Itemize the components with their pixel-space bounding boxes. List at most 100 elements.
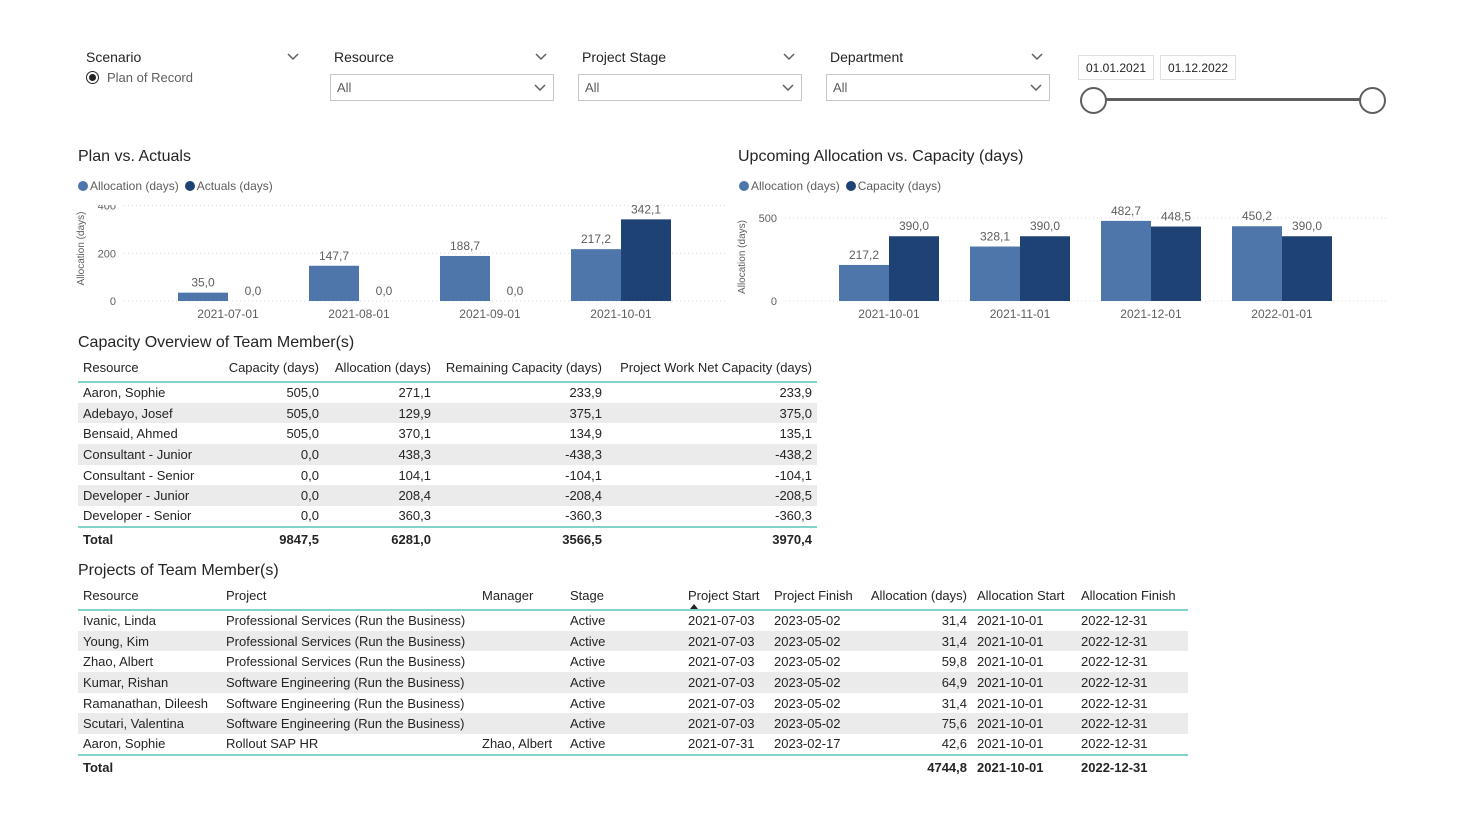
- radio-selected-icon[interactable]: [86, 71, 99, 84]
- stage-slicer: Project Stage All: [574, 46, 802, 101]
- table-cell: 370,1: [398, 426, 431, 442]
- column-header-project[interactable]: Project: [226, 588, 267, 603]
- table-row[interactable]: Scutari, Valentina Software Engineering (…: [78, 713, 1188, 735]
- table-cell: Active: [570, 736, 606, 752]
- table-cell: -438,3: [565, 446, 602, 462]
- date-slider-track[interactable]: [1093, 98, 1374, 101]
- y-tick-label: 500: [759, 213, 777, 225]
- table-row[interactable]: Kumar, Rishan Software Engineering (Run t…: [78, 672, 1188, 693]
- chevron-down-icon[interactable]: [533, 81, 547, 95]
- chevron-down-icon[interactable]: [782, 50, 796, 64]
- table-row[interactable]: Young, Kim Professional Services (Run the…: [78, 630, 1188, 652]
- table-cell: Young, Kim: [83, 633, 150, 649]
- table-cell: -360,3: [565, 508, 602, 524]
- table-cell: Active: [570, 695, 606, 711]
- column-header-project-finish[interactable]: Project Finish: [774, 588, 853, 603]
- total-cell: 9847,5: [279, 532, 319, 548]
- scenario-slicer-header[interactable]: Scenario: [78, 46, 306, 68]
- table-cell: 59,8: [941, 654, 967, 670]
- bar-series2[interactable]: [1151, 226, 1201, 301]
- bar-series1[interactable]: [440, 255, 490, 301]
- date-slider-start-handle[interactable]: [1080, 87, 1107, 114]
- table-cell: 2021-07-03: [688, 695, 755, 711]
- department-slicer-header[interactable]: Department: [822, 46, 1050, 68]
- table-header-row: Resource Project Manager Stage Project S…: [78, 582, 1188, 610]
- bar-series1[interactable]: [1101, 220, 1151, 301]
- legend-item-capacity[interactable]: Capacity (days): [845, 179, 941, 193]
- chevron-down-icon[interactable]: [286, 50, 300, 64]
- date-slider-end-handle[interactable]: [1359, 87, 1386, 114]
- table-cell: 375,1: [569, 405, 602, 421]
- x-tick-label: 2021-09-01: [459, 307, 521, 321]
- date-start-input[interactable]: 01.01.2021: [1078, 55, 1155, 80]
- sort-ascending-icon[interactable]: [690, 604, 698, 609]
- department-dropdown[interactable]: All: [826, 74, 1050, 101]
- table-row[interactable]: Consultant - Junior 0,0 438,3 -438,3 -438,2: [78, 444, 817, 465]
- table-cell: -438,2: [775, 446, 812, 462]
- y-tick-label: 0: [110, 296, 116, 308]
- bar-series1[interactable]: [309, 265, 359, 301]
- column-header-stage[interactable]: Stage: [570, 588, 604, 603]
- total-cell: 2021-10-01: [977, 760, 1044, 776]
- date-end-input[interactable]: 01.12.2022: [1160, 55, 1237, 80]
- bar-series2[interactable]: [889, 236, 939, 301]
- table-cell: 0,0: [300, 508, 319, 524]
- column-header-remaining[interactable]: Remaining Capacity (days): [445, 360, 602, 375]
- stage-slicer-header[interactable]: Project Stage: [574, 46, 802, 68]
- column-header-project-start[interactable]: Project Start: [688, 588, 760, 603]
- legend-item-actuals[interactable]: Actuals (days): [184, 179, 273, 193]
- column-header-allocation-finish[interactable]: Allocation Finish: [1081, 588, 1176, 603]
- chevron-down-icon[interactable]: [534, 50, 548, 64]
- bar-series1[interactable]: [178, 292, 228, 301]
- bar-series2[interactable]: [1020, 236, 1070, 301]
- table-cell: 2021-10-01: [977, 654, 1044, 670]
- y-tick-label: 400: [98, 205, 116, 213]
- column-header-net-capacity[interactable]: Project Work Net Capacity (days): [620, 360, 812, 375]
- stage-dropdown[interactable]: All: [578, 74, 802, 101]
- bar-series1[interactable]: [571, 249, 621, 301]
- column-header-allocation[interactable]: Allocation (days): [870, 588, 967, 603]
- table-row[interactable]: Ivanic, Linda Professional Services (Run …: [78, 610, 1188, 631]
- column-header-capacity[interactable]: Capacity (days): [228, 360, 319, 375]
- column-header-resource[interactable]: Resource: [83, 360, 139, 375]
- table-row[interactable]: Bensaid, Ahmed 505,0 370,1 134,9 135,1: [78, 423, 817, 444]
- table-cell: Adebayo, Josef: [83, 405, 173, 421]
- table-cell: Consultant - Senior: [83, 467, 195, 483]
- table-row[interactable]: Consultant - Senior 0,0 104,1 -104,1 -104,1: [78, 465, 817, 486]
- data-label: 390,0: [899, 219, 929, 233]
- data-label: 217,2: [849, 248, 879, 262]
- legend-item-allocation[interactable]: Allocation (days): [78, 179, 179, 193]
- chevron-down-icon[interactable]: [1030, 50, 1044, 64]
- y-tick-label: 0: [771, 296, 777, 308]
- column-header-allocation-start[interactable]: Allocation Start: [977, 588, 1065, 603]
- chevron-down-icon[interactable]: [781, 81, 795, 95]
- table-row[interactable]: Developer - Junior 0,0 208,4 -208,4 -208,5: [78, 485, 817, 507]
- table-row[interactable]: Aaron, Sophie 505,0 271,1 233,9 233,9: [78, 382, 817, 403]
- resource-dropdown[interactable]: All: [330, 74, 554, 101]
- table-cell: Professional Services (Run the Business): [226, 654, 466, 670]
- scenario-option[interactable]: Plan of Record: [78, 70, 306, 85]
- table-cell: 2021-10-01: [977, 613, 1044, 629]
- column-header-resource[interactable]: Resource: [83, 588, 139, 603]
- bar-series1[interactable]: [970, 246, 1020, 301]
- chevron-down-icon[interactable]: [1029, 81, 1043, 95]
- table-cell: 2023-05-02: [774, 613, 841, 629]
- table-cell: Consultant - Junior: [83, 446, 193, 462]
- data-label: 217,2: [581, 232, 611, 246]
- bar-series1[interactable]: [839, 264, 889, 301]
- table-row[interactable]: Aaron, Sophie Rollout SAP HR Zhao, Albert A…: [78, 734, 1188, 755]
- table-row[interactable]: Ramanathan, Dileesh Software Engineering …: [78, 693, 1188, 714]
- legend-dot: [78, 181, 88, 191]
- table-row[interactable]: Adebayo, Josef 505,0 129,9 375,1 375,0: [78, 402, 817, 424]
- column-header-allocation[interactable]: Allocation (days): [334, 360, 431, 375]
- bar-series2[interactable]: [1282, 236, 1332, 301]
- legend-item-allocation[interactable]: Allocation (days): [739, 179, 840, 193]
- column-header-manager[interactable]: Manager: [482, 588, 534, 603]
- resource-slicer-header[interactable]: Resource: [326, 46, 554, 68]
- table-row[interactable]: Developer - Senior 0,0 360,3 -360,3 -360,3: [78, 506, 817, 527]
- allocation-vs-capacity-chart: 0 500 Allocation (days) 217,2 390,0 2021-10-0…: [737, 205, 1387, 321]
- bar-series1[interactable]: [1232, 226, 1282, 301]
- bar-series2[interactable]: [621, 219, 671, 301]
- table-row[interactable]: Zhao, Albert Professional Services (Run t…: [78, 651, 1188, 672]
- table-cell: 375,0: [779, 405, 812, 421]
